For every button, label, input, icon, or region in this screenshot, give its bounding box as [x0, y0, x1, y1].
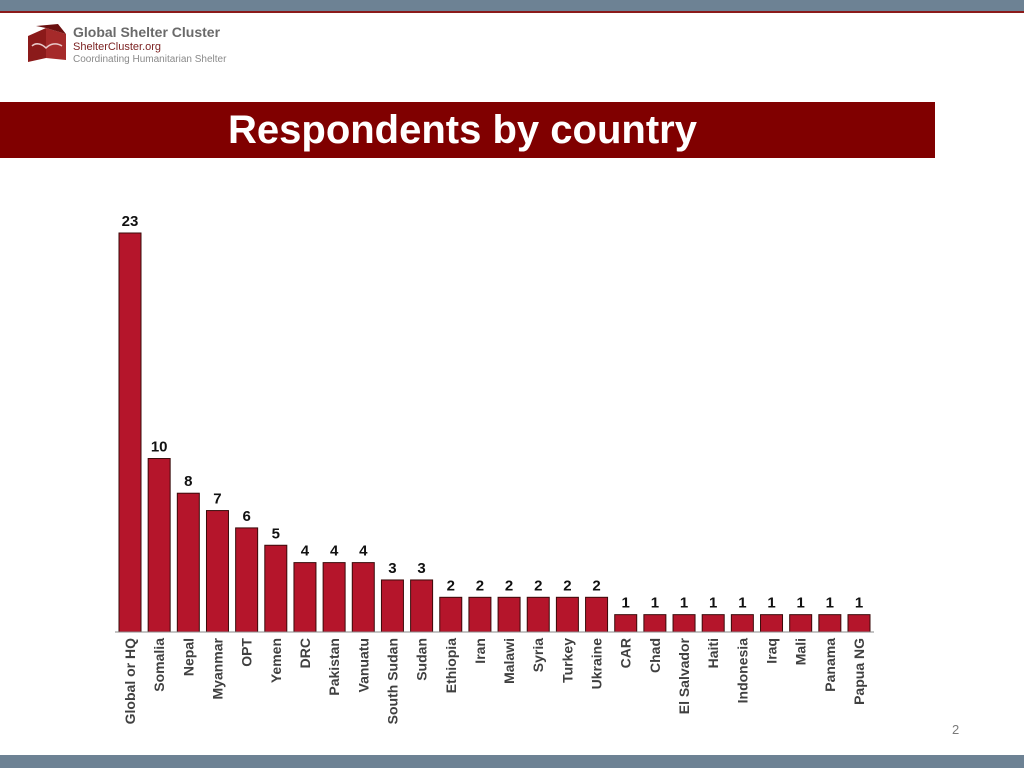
data-label: 1: [826, 595, 834, 612]
logo-tagline: Coordinating Humanitarian Shelter: [73, 54, 227, 65]
category-label: Chad: [647, 638, 663, 673]
category-label: Somalia: [151, 638, 167, 692]
category-label: Global or HQ: [122, 638, 138, 724]
category-label: Yemen: [268, 638, 284, 683]
bar-turkey: [555, 596, 579, 633]
bar-global-or-hq: [118, 232, 142, 633]
bar-myanmar: [205, 510, 229, 633]
shelter-hands-icon: [28, 24, 66, 62]
data-label: 7: [213, 491, 221, 508]
logo-url: ShelterCluster.org: [73, 41, 162, 53]
logo: Global Shelter Cluster ShelterCluster.or…: [26, 24, 266, 68]
category-label: CAR: [618, 638, 634, 668]
data-label: 5: [272, 525, 280, 542]
top-frame-bar: [0, 0, 1024, 13]
category-label: DRC: [297, 638, 313, 668]
category-label: Mali: [793, 638, 809, 665]
bar-indonesia: [730, 614, 754, 633]
data-label: 8: [184, 473, 192, 490]
bar-opt: [235, 527, 259, 633]
bar-iran: [468, 596, 492, 633]
data-label: 2: [534, 577, 542, 594]
bottom-frame-bar: [0, 755, 1024, 768]
category-label: Turkey: [559, 638, 575, 683]
category-label: Sudan: [414, 638, 430, 681]
bar-sudan: [410, 579, 434, 633]
slide-title: Respondents by country: [228, 108, 697, 152]
category-label: Ukraine: [589, 638, 605, 690]
data-label: 2: [447, 577, 455, 594]
bar-chad: [643, 614, 667, 633]
data-label: 1: [680, 595, 688, 612]
bar-iraq: [760, 614, 784, 633]
data-label: 1: [651, 595, 659, 612]
bar-nepal: [176, 492, 200, 633]
data-label: 1: [622, 595, 630, 612]
data-label: 2: [476, 577, 484, 594]
bar-syria: [526, 596, 550, 633]
bar-drc: [293, 562, 317, 633]
bar-somalia: [147, 458, 171, 633]
category-label: OPT: [239, 638, 255, 667]
data-label: 23: [122, 213, 139, 230]
category-label: Nepal: [180, 638, 196, 676]
data-label: 1: [855, 595, 863, 612]
category-label: Iran: [472, 638, 488, 664]
data-label: 4: [359, 543, 368, 560]
category-label: Panama: [822, 638, 838, 692]
category-label: Ethiopia: [443, 638, 459, 693]
bar-panama: [818, 614, 842, 633]
bar-el-salvador: [672, 614, 696, 633]
category-label: Haiti: [705, 638, 721, 668]
data-label: 6: [242, 508, 250, 525]
category-label: Pakistan: [326, 638, 342, 696]
logo-text-block: Global Shelter Cluster ShelterCluster.or…: [73, 25, 226, 65]
logo-title: Global Shelter Cluster: [73, 24, 221, 40]
category-label: El Salvador: [676, 637, 692, 714]
category-label: Vanuatu: [355, 638, 371, 692]
data-label: 2: [592, 577, 600, 594]
data-label: 3: [388, 560, 396, 577]
data-label: 3: [417, 560, 425, 577]
data-label: 4: [301, 543, 310, 560]
category-label: Syria: [530, 638, 546, 672]
title-band: [0, 102, 935, 158]
bar-vanuatu: [351, 562, 375, 633]
data-label: 1: [767, 595, 775, 612]
category-label: Iraq: [764, 638, 780, 664]
data-label: 1: [797, 595, 805, 612]
data-label: 10: [151, 439, 168, 456]
category-label: Myanmar: [209, 637, 225, 699]
data-label: 2: [505, 577, 513, 594]
bar-ethiopia: [439, 596, 463, 633]
data-label: 2: [563, 577, 571, 594]
category-label: Indonesia: [734, 638, 750, 704]
category-label: Malawi: [501, 638, 517, 684]
data-label: 1: [738, 595, 746, 612]
data-label: 4: [330, 543, 339, 560]
bar-papua-ng: [847, 614, 871, 633]
category-label: South Sudan: [384, 638, 400, 724]
bar-pakistan: [322, 562, 346, 633]
data-label: 1: [709, 595, 717, 612]
bar-ukraine: [585, 596, 609, 633]
bar-mali: [789, 614, 813, 633]
bar-yemen: [264, 544, 288, 633]
bar-car: [614, 614, 638, 633]
bar-south-sudan: [380, 579, 404, 633]
category-label: Papua NG: [851, 638, 867, 705]
bar-haiti: [701, 614, 725, 633]
bar-malawi: [497, 596, 521, 633]
page-number: 2: [952, 722, 960, 737]
